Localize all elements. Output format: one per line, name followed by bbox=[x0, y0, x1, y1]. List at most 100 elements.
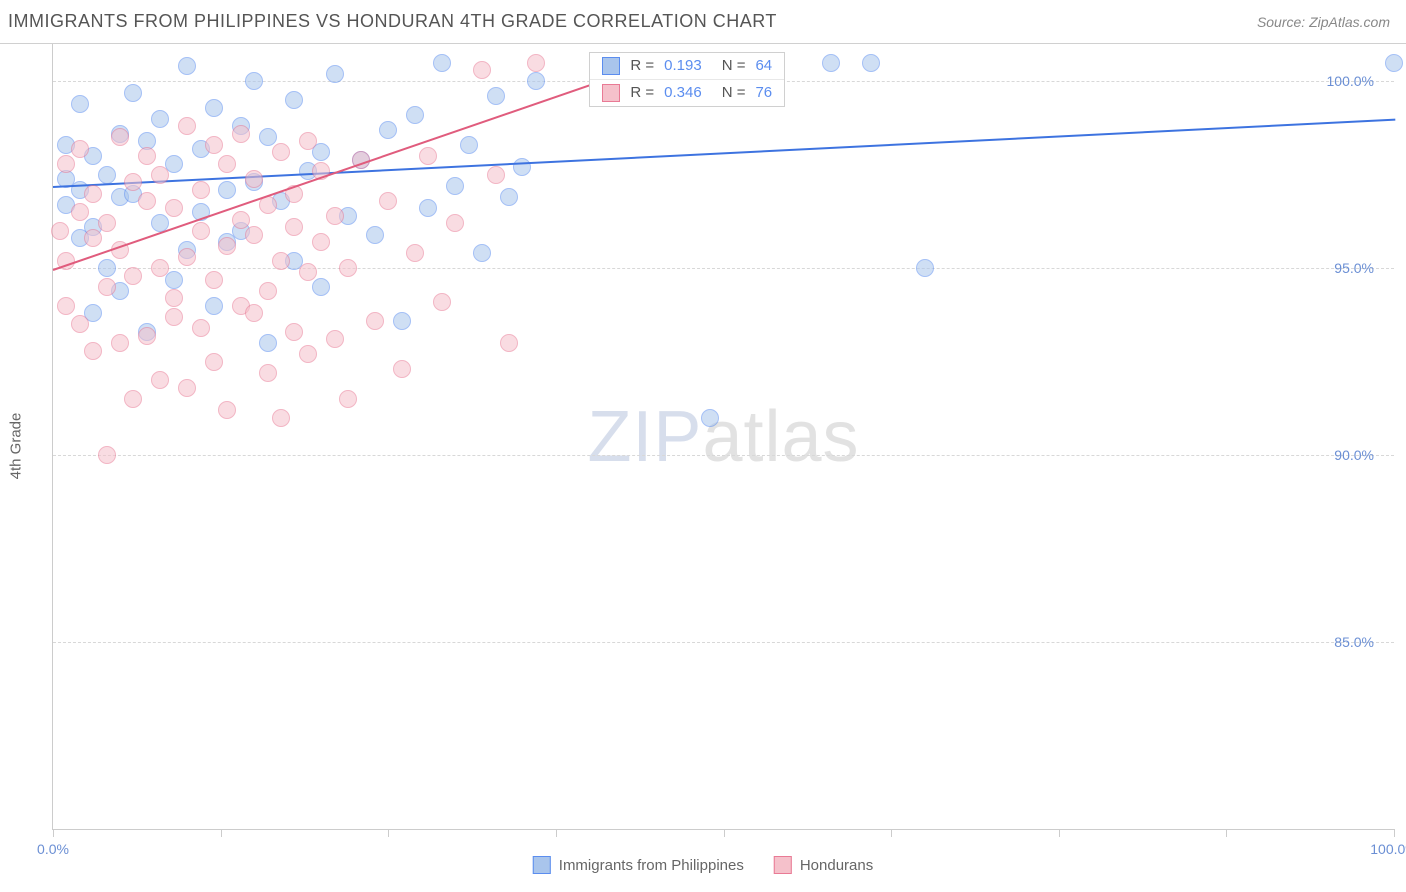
xtick-minor bbox=[388, 829, 389, 837]
chart-header: IMMIGRANTS FROM PHILIPPINES VS HONDURAN … bbox=[0, 0, 1406, 44]
scatter-point bbox=[151, 371, 169, 389]
scatter-point bbox=[165, 199, 183, 217]
scatter-point bbox=[379, 121, 397, 139]
legend: Immigrants from Philippines Hondurans bbox=[533, 856, 873, 874]
scatter-point bbox=[178, 379, 196, 397]
scatter-point bbox=[393, 312, 411, 330]
scatter-point bbox=[178, 248, 196, 266]
scatter-point bbox=[513, 158, 531, 176]
scatter-point bbox=[98, 446, 116, 464]
scatter-point bbox=[259, 282, 277, 300]
scatter-point bbox=[84, 229, 102, 247]
scatter-point bbox=[51, 222, 69, 240]
scatter-point bbox=[379, 192, 397, 210]
ytick-label: 95.0% bbox=[1334, 260, 1374, 276]
scatter-point bbox=[487, 87, 505, 105]
watermark: ZIPatlas bbox=[587, 396, 859, 478]
xtick-label: 0.0% bbox=[37, 841, 69, 857]
xtick-label: 100.0% bbox=[1370, 841, 1406, 857]
scatter-point bbox=[312, 278, 330, 296]
stats-row: R = 0.193 N = 64 bbox=[590, 53, 784, 79]
legend-swatch-icon bbox=[774, 856, 792, 874]
source-name: ZipAtlas.com bbox=[1309, 14, 1390, 30]
plot-area: ZIPatlas 85.0%90.0%95.0%100.0%0.0%100.0%… bbox=[52, 44, 1394, 830]
scatter-point bbox=[205, 136, 223, 154]
scatter-point bbox=[433, 293, 451, 311]
scatter-point bbox=[165, 308, 183, 326]
scatter-point bbox=[406, 244, 424, 262]
scatter-point bbox=[500, 188, 518, 206]
scatter-point bbox=[446, 214, 464, 232]
scatter-point bbox=[487, 166, 505, 184]
scatter-point bbox=[192, 181, 210, 199]
scatter-point bbox=[84, 342, 102, 360]
watermark-zip: ZIP bbox=[587, 397, 702, 477]
xtick bbox=[53, 829, 54, 837]
scatter-point bbox=[272, 409, 290, 427]
gridline bbox=[53, 642, 1394, 643]
scatter-point bbox=[98, 214, 116, 232]
xtick-minor bbox=[1059, 829, 1060, 837]
scatter-point bbox=[205, 271, 223, 289]
legend-swatch-icon bbox=[533, 856, 551, 874]
stat-n-label: N = bbox=[722, 84, 746, 101]
scatter-point bbox=[259, 334, 277, 352]
chart-title: IMMIGRANTS FROM PHILIPPINES VS HONDURAN … bbox=[8, 11, 777, 32]
stats-row: R =0.346N =76 bbox=[590, 79, 784, 106]
legend-item-hondurans: Hondurans bbox=[774, 856, 873, 874]
scatter-point bbox=[285, 323, 303, 341]
scatter-point bbox=[124, 173, 142, 191]
scatter-point bbox=[124, 267, 142, 285]
stat-r-label: R = bbox=[630, 57, 654, 74]
watermark-atlas: atlas bbox=[702, 397, 859, 477]
scatter-point bbox=[393, 360, 411, 378]
stats-swatch-icon bbox=[602, 84, 620, 102]
scatter-point bbox=[433, 54, 451, 72]
xtick-minor bbox=[891, 829, 892, 837]
legend-label: Immigrants from Philippines bbox=[559, 857, 744, 874]
scatter-point bbox=[138, 327, 156, 345]
scatter-point bbox=[138, 147, 156, 165]
stat-n-label: N = bbox=[722, 57, 746, 74]
gridline bbox=[53, 268, 1394, 269]
stats-swatch-icon bbox=[602, 57, 620, 75]
scatter-point bbox=[232, 211, 250, 229]
scatter-point bbox=[178, 57, 196, 75]
scatter-point bbox=[299, 132, 317, 150]
scatter-point bbox=[111, 334, 129, 352]
scatter-point bbox=[98, 166, 116, 184]
scatter-point bbox=[71, 140, 89, 158]
scatter-point bbox=[701, 409, 719, 427]
stat-n-value: 64 bbox=[755, 57, 772, 74]
scatter-point bbox=[71, 315, 89, 333]
scatter-point bbox=[71, 203, 89, 221]
scatter-point bbox=[259, 364, 277, 382]
xtick-minor bbox=[556, 829, 557, 837]
stat-n-value: 76 bbox=[755, 84, 772, 101]
scatter-point bbox=[419, 147, 437, 165]
scatter-point bbox=[151, 166, 169, 184]
scatter-point bbox=[218, 181, 236, 199]
scatter-point bbox=[446, 177, 464, 195]
scatter-point bbox=[218, 401, 236, 419]
scatter-point bbox=[98, 278, 116, 296]
y-axis-label: 4th Grade bbox=[8, 413, 25, 480]
scatter-point bbox=[473, 61, 491, 79]
scatter-point bbox=[111, 128, 129, 146]
scatter-point bbox=[205, 99, 223, 117]
scatter-point bbox=[218, 155, 236, 173]
ytick-label: 90.0% bbox=[1334, 447, 1374, 463]
scatter-point bbox=[285, 218, 303, 236]
scatter-point bbox=[84, 185, 102, 203]
scatter-point bbox=[500, 334, 518, 352]
xtick bbox=[1394, 829, 1395, 837]
scatter-point bbox=[339, 259, 357, 277]
scatter-point bbox=[245, 304, 263, 322]
scatter-point bbox=[527, 54, 545, 72]
scatter-point bbox=[245, 170, 263, 188]
scatter-point bbox=[366, 226, 384, 244]
scatter-point bbox=[299, 263, 317, 281]
gridline bbox=[53, 455, 1394, 456]
stat-r-value: 0.193 bbox=[664, 57, 702, 74]
scatter-point bbox=[406, 106, 424, 124]
